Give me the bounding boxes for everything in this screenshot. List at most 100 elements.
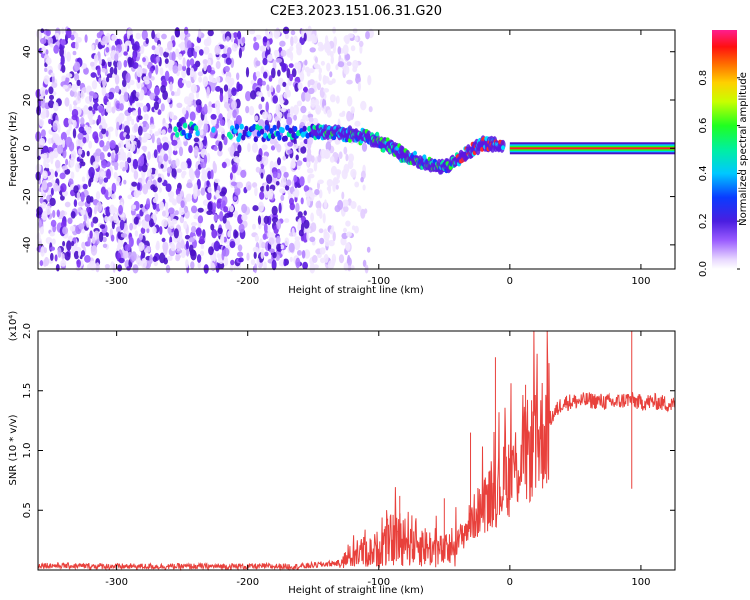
noise-blob xyxy=(254,234,259,242)
noise-blob xyxy=(129,79,135,86)
noise-blob xyxy=(281,249,285,255)
noise-blob xyxy=(138,102,144,108)
noise-blob xyxy=(307,174,311,184)
noise-blob xyxy=(45,163,50,169)
noise-blob xyxy=(198,76,203,83)
signal-blob xyxy=(259,128,265,135)
noise-blob xyxy=(318,72,322,82)
noise-blob xyxy=(43,247,48,254)
noise-blob xyxy=(338,151,343,159)
noise-blob xyxy=(283,259,287,267)
noise-blob xyxy=(297,63,301,74)
noise-blob xyxy=(274,49,280,60)
noise-blob xyxy=(145,123,150,130)
noise-blob xyxy=(69,89,75,97)
noise-blob xyxy=(198,49,204,56)
noise-blob xyxy=(263,222,268,234)
signal-blob xyxy=(272,124,277,131)
noise-blob xyxy=(88,140,93,149)
noise-blob xyxy=(345,153,349,162)
noise-blob xyxy=(326,62,331,72)
noise-blob xyxy=(184,234,191,240)
noise-blob xyxy=(51,179,55,184)
noise-blob xyxy=(293,35,298,44)
noise-blob xyxy=(231,100,237,110)
noise-blob xyxy=(127,107,132,114)
noise-blob xyxy=(37,238,43,246)
snr-x-ticks: -300 -200 -100 0 100 xyxy=(105,331,650,588)
noise-blob xyxy=(158,187,162,193)
noise-blob xyxy=(241,36,246,44)
signal-blob xyxy=(228,133,233,140)
noise-blob xyxy=(84,124,89,132)
noise-blob xyxy=(288,63,294,68)
noise-blob xyxy=(45,29,51,37)
noise-blob xyxy=(186,59,191,68)
noise-blob xyxy=(193,214,199,220)
noise-blob xyxy=(167,97,171,103)
noise-blob xyxy=(197,119,202,130)
noise-blob xyxy=(200,244,205,249)
noise-blob xyxy=(60,210,65,217)
noise-blob xyxy=(136,257,142,267)
noise-blob xyxy=(287,149,293,155)
noise-blob xyxy=(180,49,186,55)
noise-blob xyxy=(352,27,358,34)
noise-blob xyxy=(99,224,106,230)
noise-blob xyxy=(40,129,46,138)
noise-blob xyxy=(247,142,251,153)
noise-blob xyxy=(157,173,161,179)
noise-blob xyxy=(289,73,294,82)
noise-blob xyxy=(101,68,107,73)
noise-blob xyxy=(75,138,82,147)
noise-blob xyxy=(194,45,201,52)
noise-blob xyxy=(275,181,280,186)
noise-blob xyxy=(296,46,302,56)
noise-blob xyxy=(116,121,120,131)
noise-blob xyxy=(186,249,190,257)
noise-blob xyxy=(241,203,248,214)
noise-blob xyxy=(230,181,237,187)
noise-blob xyxy=(189,58,195,66)
noise-blob xyxy=(102,243,108,248)
noise-blob xyxy=(144,79,150,85)
noise-blob xyxy=(154,131,160,137)
spectrogram-marks xyxy=(35,25,675,274)
noise-blob xyxy=(99,152,105,161)
noise-blob xyxy=(103,95,108,104)
noise-blob xyxy=(62,138,65,148)
noise-blob xyxy=(257,215,262,225)
noise-blob xyxy=(64,168,71,175)
noise-blob xyxy=(223,84,229,92)
noise-blob xyxy=(286,179,292,187)
noise-blob xyxy=(195,104,203,114)
noise-blob xyxy=(83,105,89,115)
noise-blob xyxy=(213,213,218,222)
noise-blob xyxy=(284,218,290,223)
noise-blob xyxy=(173,228,179,239)
noise-blob xyxy=(138,156,145,167)
noise-blob xyxy=(76,259,81,268)
noise-blob xyxy=(186,182,193,189)
noise-blob xyxy=(240,169,247,178)
noise-blob xyxy=(314,56,318,64)
noise-blob xyxy=(219,92,224,103)
noise-blob xyxy=(360,176,364,183)
noise-blob xyxy=(123,120,130,127)
noise-blob xyxy=(169,242,175,247)
noise-blob xyxy=(113,66,118,76)
noise-blob xyxy=(45,237,53,244)
signal-blob xyxy=(244,125,249,132)
noise-blob xyxy=(335,184,339,190)
noise-blob xyxy=(61,253,65,260)
noise-blob xyxy=(306,34,311,42)
noise-blob xyxy=(129,143,136,152)
noise-blob xyxy=(207,29,214,37)
noise-blob xyxy=(57,247,62,258)
noise-blob xyxy=(350,201,357,209)
noise-blob xyxy=(105,130,109,137)
noise-blob xyxy=(188,244,194,254)
noise-blob xyxy=(136,66,143,78)
noise-blob xyxy=(111,152,115,162)
